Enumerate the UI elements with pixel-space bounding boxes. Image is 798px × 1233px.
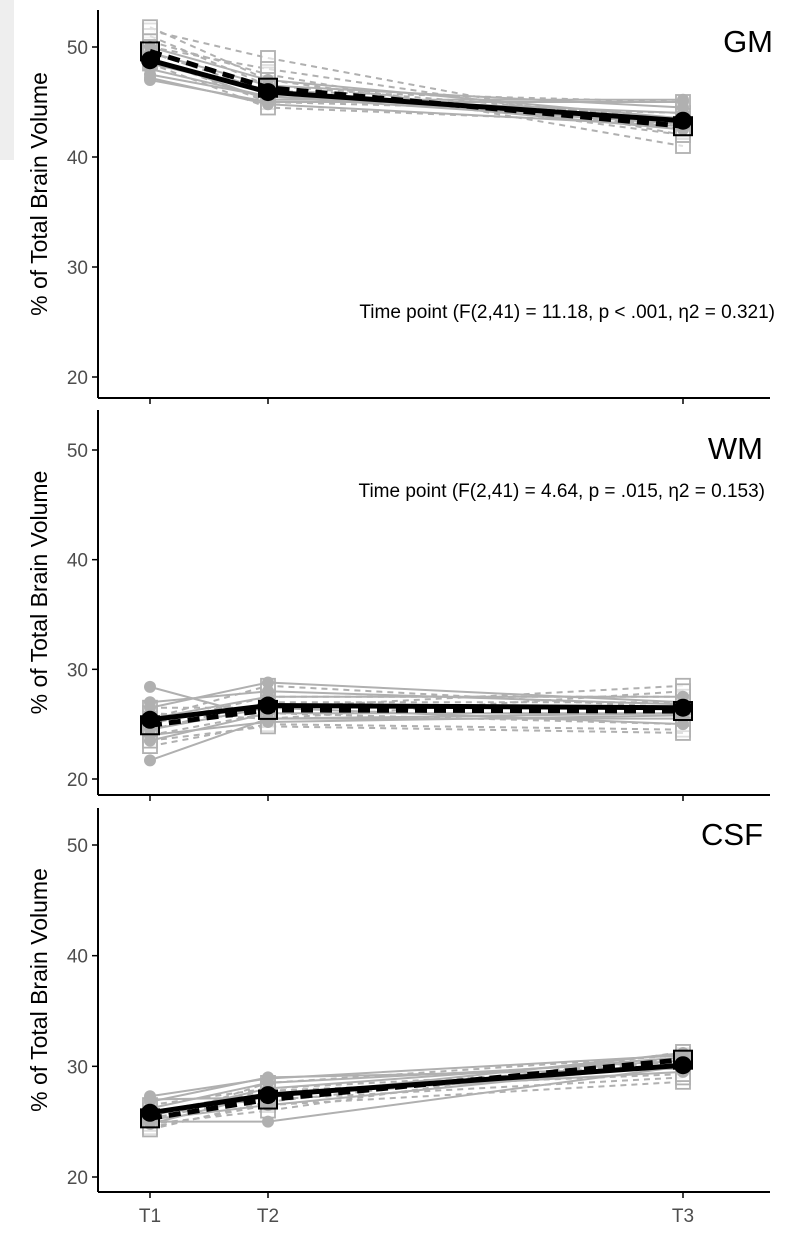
mean-point-circle [141,710,159,729]
subject-point-circle [262,715,274,728]
panel-title: WM [708,431,763,466]
panel-title: CSF [701,817,763,852]
mean-point-circle [674,111,692,130]
subject-point-circle [144,680,156,693]
subject-point-square [142,19,158,36]
mean-point-circle [141,1103,159,1122]
subject-point-circle [144,754,156,767]
y-tick-label: 30 [67,660,88,681]
subject-point-circle [677,718,689,731]
y-axis-label: % of Total Brain Volume [26,72,52,316]
subject-line-dashed [149,723,684,748]
panel-csf: 20 30 40 50 % of Total Brain Volume CSF [26,808,770,1198]
x-tick-label: T3 [672,1206,694,1227]
y-tick-label: 40 [67,148,88,169]
mean-point-circle [259,696,277,715]
subject-line-dashed [149,1080,684,1129]
mean-point-circle [674,698,692,717]
subject-point-circle [262,1115,274,1128]
y-tick-label: 20 [67,1168,88,1189]
subject-point-circle [677,93,689,106]
mean-point-circle [259,83,277,102]
subject-point-circle [262,685,274,698]
subject-point-circle [262,1071,274,1084]
y-tick-label: 50 [67,38,88,59]
stats-annotation: Time point (F(2,41) = 4.64, p = .015, η2… [359,481,765,502]
subject-point-circle [144,696,156,709]
x-tick-label: T1 [139,1206,161,1227]
subject-point-circle [144,71,156,84]
subject-point-circle [262,676,274,689]
y-tick-label: 40 [67,947,88,968]
x-tick-label: T2 [257,1206,279,1227]
y-tick-label: 20 [67,368,88,389]
subject-point-circle [262,74,274,86]
y-axis-label: % of Total Brain Volume [26,471,52,715]
mean-point-circle [674,1056,692,1075]
panel-gm: 20 30 40 50 % of Total Brain Volume GM Time po… [26,10,775,404]
y-tick-label: 50 [67,441,88,462]
y-tick-label: 50 [67,836,88,857]
panel-wm: 20 30 40 50 % of Total Brain Volume WM Time po… [26,410,770,801]
cropped-margin-fragment [0,0,14,160]
panel-title: GM [723,24,773,59]
y-tick-label: 30 [67,1057,88,1078]
mean-point-circle [141,51,159,70]
y-axis-label: % of Total Brain Volume [26,868,52,1112]
y-tick-label: 40 [67,551,88,572]
y-tick-label: 30 [67,258,88,279]
mean-point-circle [259,1086,277,1105]
stats-annotation: Time point (F(2,41) = 11.18, p < .001, η… [359,302,775,323]
y-tick-label: 20 [67,770,88,791]
subject-line-dashed [149,712,684,737]
